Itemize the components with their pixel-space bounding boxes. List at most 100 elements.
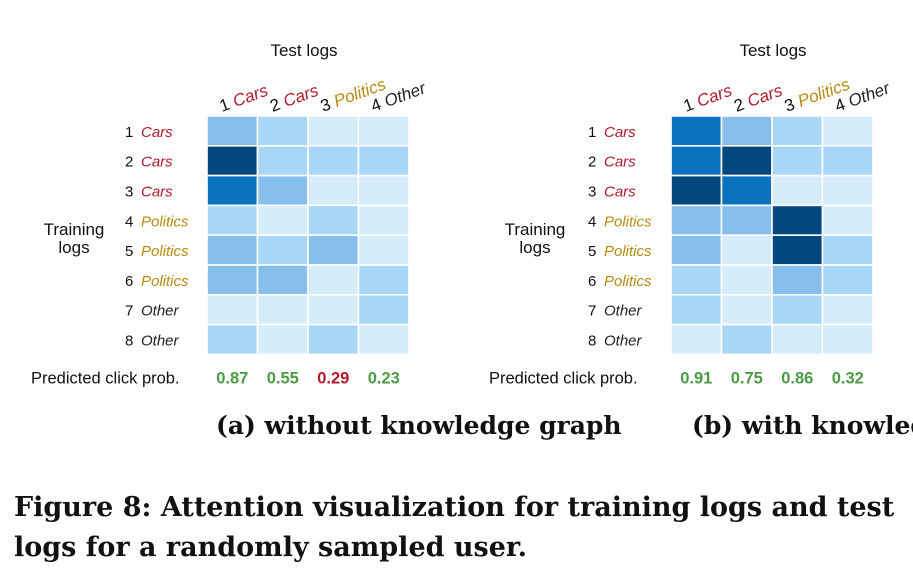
- test-log-number: 4: [832, 93, 852, 116]
- training-log-number: 5: [125, 243, 133, 260]
- heatmap-cell: [206, 264, 259, 296]
- heatmap-cell: [670, 323, 723, 356]
- training-log-category: Other: [141, 303, 180, 320]
- heatmap-cell: [357, 174, 410, 207]
- test-log-number: 3: [782, 93, 802, 116]
- heatmap-cell: [670, 234, 723, 266]
- training-log-number: 6: [125, 273, 133, 290]
- heatmap-cell: [771, 234, 824, 266]
- heatmap-cell: [256, 293, 309, 326]
- heatmap-cell: [206, 204, 259, 236]
- training-log-number: 5: [588, 243, 596, 260]
- heatmap-cell: [357, 293, 410, 326]
- training-log-number: 1: [125, 124, 133, 141]
- heatmap-cell: [206, 174, 259, 207]
- test-log-category: Cars: [230, 81, 271, 111]
- heatmap-cell: [307, 234, 360, 266]
- test-log-category: Cars: [694, 81, 735, 111]
- heatmap-cell: [821, 323, 874, 356]
- heatmap-cell: [821, 115, 874, 147]
- heatmap-cell: [821, 293, 874, 326]
- training-log-number: 3: [588, 184, 596, 201]
- heatmap-cell: [821, 174, 874, 207]
- test-log-category: Other: [846, 78, 894, 111]
- heatmap-cell: [256, 145, 309, 177]
- heatmap-cell: [670, 264, 723, 296]
- heatmap-cell: [771, 323, 824, 356]
- heatmap-cell: [670, 293, 723, 326]
- heatmap-cell: [307, 204, 360, 236]
- training-log-category: Politics: [141, 243, 189, 260]
- y-axis-title-line: logs: [58, 238, 89, 257]
- training-log-category: Cars: [604, 124, 636, 141]
- heatmap-cell: [771, 174, 824, 207]
- heatmap-cell: [821, 204, 874, 236]
- heatmap-cell: [357, 264, 410, 296]
- test-log-label: 1 Cars: [217, 81, 271, 116]
- subfigure-caption: (b) with knowledge graph: [692, 411, 913, 440]
- heatmap-cell: [206, 234, 259, 266]
- heatmap-cell: [720, 174, 773, 207]
- test-log-number: 2: [731, 93, 751, 116]
- heatmap-cell: [771, 204, 824, 236]
- heatmap-cell: [670, 145, 723, 177]
- y-axis-title-line: logs: [519, 238, 550, 257]
- training-log-number: 2: [125, 154, 133, 171]
- test-log-category: Cars: [745, 81, 786, 111]
- training-log-number: 7: [125, 303, 133, 320]
- training-log-number: 1: [588, 124, 596, 141]
- predicted-prob-value: 0.75: [731, 369, 763, 387]
- training-log-number: 3: [125, 184, 133, 201]
- heatmap-cell: [771, 115, 824, 147]
- heatmap-cell: [307, 293, 360, 326]
- training-log-number: 4: [125, 213, 133, 230]
- heatmap-cell: [256, 264, 309, 296]
- predicted-prob-value: 0.29: [317, 369, 349, 387]
- heatmap-cell: [307, 264, 360, 296]
- training-log-category: Politics: [604, 273, 652, 290]
- training-log-category: Cars: [141, 154, 173, 171]
- y-axis-title-line: Training: [505, 220, 566, 239]
- training-log-number: 6: [588, 273, 596, 290]
- predicted-prob-label: Predicted click prob.: [31, 369, 180, 387]
- test-log-label: 2 Cars: [731, 81, 785, 116]
- y-axis-title-line: Training: [44, 220, 105, 239]
- test-log-number: 1: [681, 93, 701, 116]
- heatmap-cell: [357, 323, 410, 356]
- training-log-category: Cars: [604, 154, 636, 171]
- predicted-prob-label: Predicted click prob.: [489, 369, 638, 387]
- training-log-number: 2: [588, 154, 596, 171]
- heatmap-cell: [307, 115, 360, 147]
- training-log-category: Politics: [141, 213, 189, 230]
- training-log-category: Politics: [604, 213, 652, 230]
- heatmap-cell: [357, 234, 410, 266]
- heatmap-cell: [821, 264, 874, 296]
- figure-caption: Figure 8: Attention visualization for tr…: [14, 488, 904, 568]
- heatmap-cell: [720, 293, 773, 326]
- heatmap-cell: [256, 234, 309, 266]
- heatmap-cell: [771, 293, 824, 326]
- heatmap-cell: [771, 264, 824, 296]
- predicted-prob-value: 0.91: [680, 369, 712, 387]
- training-log-number: 8: [588, 333, 596, 350]
- heatmap-cell: [670, 174, 723, 207]
- heatmap-cell: [206, 145, 259, 177]
- heatmap-cell: [720, 323, 773, 356]
- heatmap-cell: [720, 264, 773, 296]
- heatmap-cell: [256, 323, 309, 356]
- x-axis-title: Test logs: [739, 41, 806, 60]
- training-log-category: Other: [604, 333, 643, 350]
- caption-line-2: logs for a randomly sampled user.: [14, 532, 528, 563]
- predicted-prob-value: 0.32: [832, 369, 864, 387]
- subfigure-caption: (a) without knowledge graph: [216, 411, 622, 440]
- heatmap-cell: [206, 293, 259, 326]
- training-log-category: Politics: [141, 273, 189, 290]
- test-log-category: Other: [382, 78, 430, 111]
- heatmap-cell: [206, 115, 259, 147]
- test-log-number: 1: [217, 93, 237, 116]
- training-log-category: Politics: [604, 243, 652, 260]
- training-log-category: Cars: [141, 124, 173, 141]
- heatmap-cell: [720, 145, 773, 177]
- heatmap-cell: [256, 115, 309, 147]
